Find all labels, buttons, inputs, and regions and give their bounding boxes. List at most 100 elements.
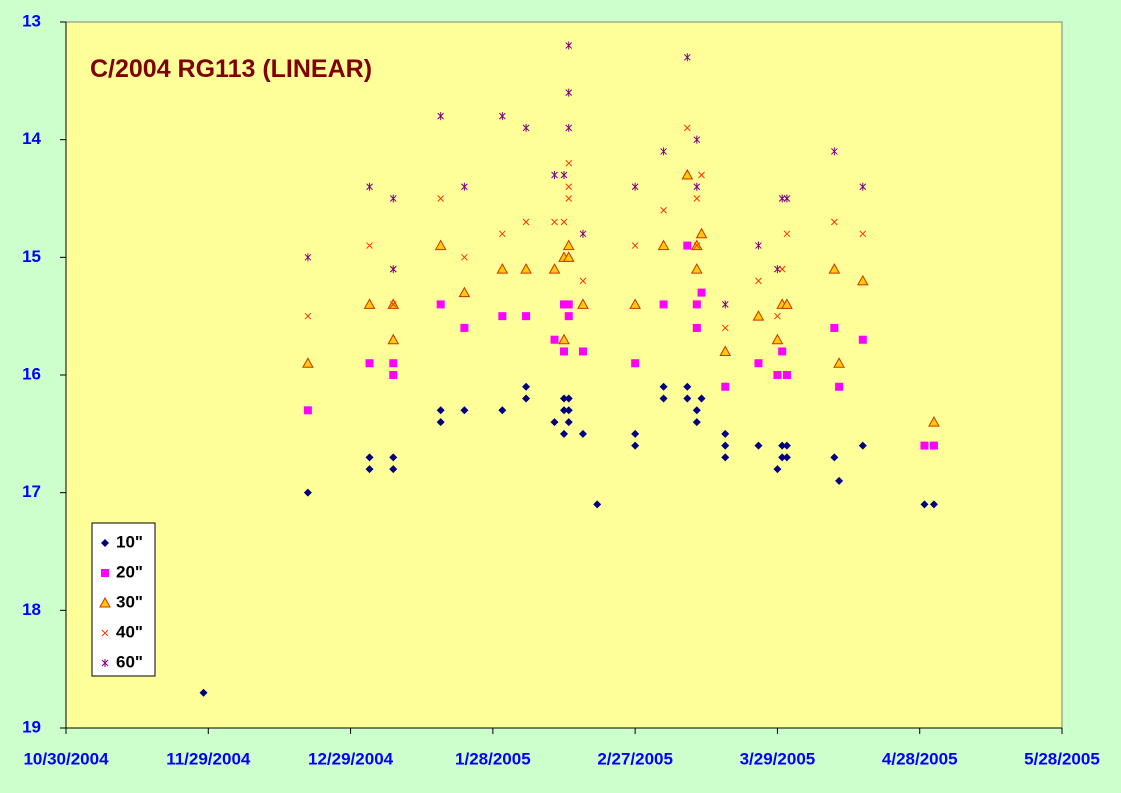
x-tick-label: 5/28/2005 <box>1024 749 1100 768</box>
point <box>564 312 573 321</box>
point <box>631 429 640 438</box>
point <box>387 333 400 345</box>
point <box>754 441 763 450</box>
point <box>858 441 867 450</box>
point <box>828 263 841 274</box>
point <box>773 465 782 474</box>
point <box>520 263 532 274</box>
point <box>366 242 373 249</box>
point <box>856 274 869 286</box>
y-tick-label: 16 <box>22 364 41 383</box>
point <box>498 230 506 238</box>
point <box>560 394 568 403</box>
point <box>560 170 568 179</box>
point <box>389 371 398 379</box>
point <box>660 206 667 214</box>
point <box>458 286 471 298</box>
point <box>565 183 573 191</box>
point <box>659 382 668 391</box>
point <box>858 335 867 344</box>
point <box>929 500 938 509</box>
point <box>389 453 398 462</box>
point <box>560 429 568 438</box>
point <box>859 182 867 191</box>
legend-marker <box>101 629 109 637</box>
point <box>659 300 668 309</box>
x-tick-label: 10/30/2004 <box>23 749 109 768</box>
legend-box <box>91 522 156 677</box>
point <box>560 300 568 309</box>
point <box>562 251 575 262</box>
point <box>754 359 763 368</box>
point <box>660 147 667 156</box>
point <box>564 300 573 309</box>
x-tick-label: 12/29/2004 <box>308 749 394 768</box>
plot-area <box>65 21 1063 729</box>
point <box>461 253 468 261</box>
point <box>830 147 838 156</box>
point <box>782 441 791 450</box>
legend-marker <box>99 596 111 608</box>
point <box>578 429 587 438</box>
point <box>629 298 641 309</box>
point <box>522 123 530 132</box>
point <box>695 227 708 239</box>
point <box>437 195 445 202</box>
legend-marker <box>101 569 109 577</box>
point <box>389 465 398 474</box>
point <box>683 382 692 391</box>
point <box>835 382 844 391</box>
point <box>366 182 373 191</box>
point <box>304 312 312 320</box>
point <box>752 310 765 321</box>
point <box>460 323 469 332</box>
point <box>692 406 701 415</box>
point <box>920 500 929 509</box>
point <box>522 312 531 321</box>
point <box>683 394 692 403</box>
point <box>389 265 397 274</box>
point <box>920 441 929 450</box>
y-tick-label: 13 <box>22 11 41 30</box>
legend-marker <box>101 659 109 667</box>
point <box>693 135 701 144</box>
point <box>436 406 445 415</box>
point <box>830 323 839 332</box>
point <box>693 195 701 202</box>
point <box>778 347 787 356</box>
point <box>565 195 573 202</box>
y-tick-label: 18 <box>22 600 41 619</box>
point <box>773 371 782 379</box>
point <box>437 112 445 121</box>
point <box>755 241 762 250</box>
point <box>835 476 844 485</box>
point <box>565 41 573 50</box>
point <box>782 453 791 462</box>
point <box>199 688 208 697</box>
point <box>565 159 573 167</box>
x-tick-label: 1/28/2005 <box>455 749 531 768</box>
point <box>697 394 706 403</box>
legend-label: 60" <box>116 652 143 671</box>
point <box>303 488 312 497</box>
point <box>302 357 314 368</box>
point <box>782 371 791 379</box>
legend-label: 40" <box>116 622 143 641</box>
point <box>389 359 398 368</box>
point <box>365 359 374 368</box>
point <box>631 359 640 368</box>
y-tick-label: 14 <box>22 129 41 148</box>
point <box>859 230 867 238</box>
point <box>522 382 531 391</box>
point <box>436 300 445 309</box>
point <box>562 239 575 251</box>
legend: 10" 20" 30" 40" 60" <box>91 522 156 677</box>
point <box>659 394 668 403</box>
point <box>558 333 570 345</box>
point <box>721 429 730 438</box>
point <box>303 406 312 415</box>
point <box>565 88 573 97</box>
point <box>690 263 703 274</box>
point <box>771 333 784 345</box>
